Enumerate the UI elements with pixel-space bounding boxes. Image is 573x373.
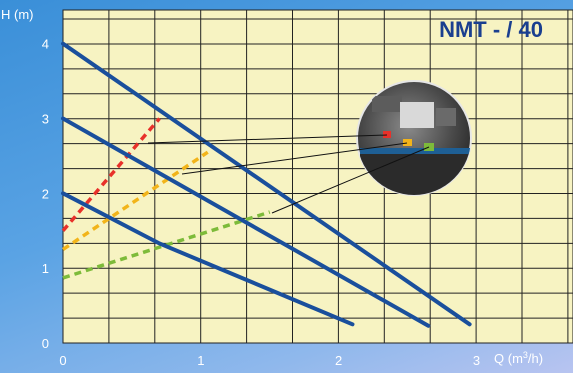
power-curve-line bbox=[62, 150, 209, 251]
leader-lines bbox=[147, 134, 430, 214]
tick-labels: 0 1 2 3 0 1 2 3 4 bbox=[42, 37, 480, 368]
y-tick-label: 1 bbox=[42, 261, 49, 276]
plot-area bbox=[62, 9, 573, 344]
yellow-led-icon bbox=[403, 139, 412, 146]
pump-curve-speed-3 bbox=[61, 41, 472, 327]
x-tick-label: 0 bbox=[59, 353, 66, 368]
x-tick-label: 3 bbox=[473, 353, 480, 368]
power-curve-line bbox=[61, 117, 161, 232]
y-tick-label: 0 bbox=[42, 336, 49, 351]
control-knob-photo-inset bbox=[356, 80, 472, 196]
y-tick-label: 4 bbox=[42, 37, 49, 52]
pump-curve-speed-1 bbox=[61, 191, 355, 327]
red-led-icon bbox=[383, 131, 391, 138]
grid-lines bbox=[63, 10, 573, 343]
x-axis-label: Q (m3/h) bbox=[494, 350, 543, 366]
pump-curve-speed-2 bbox=[61, 116, 431, 328]
curves bbox=[61, 41, 472, 328]
y-tick-label: 3 bbox=[42, 112, 49, 127]
chart-title: NMT - / 40 bbox=[439, 17, 543, 42]
y-axis-label: H (m) bbox=[1, 7, 34, 22]
x-tick-label: 2 bbox=[335, 353, 342, 368]
y-tick-label: 2 bbox=[42, 186, 49, 201]
x-tick-label: 1 bbox=[197, 353, 204, 368]
